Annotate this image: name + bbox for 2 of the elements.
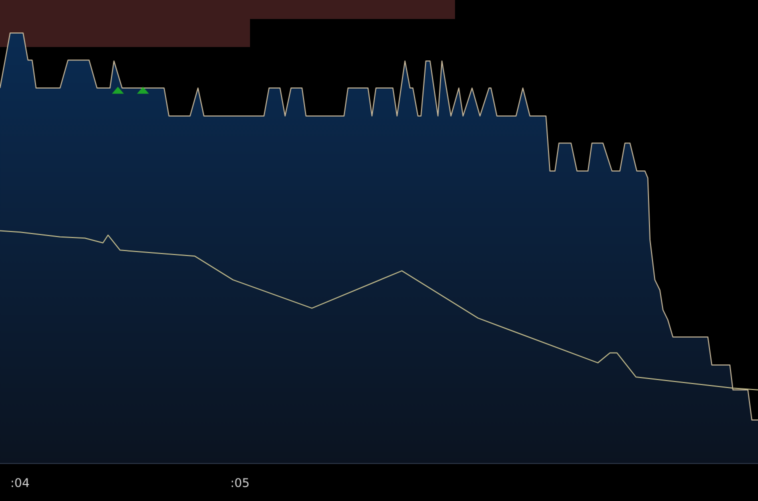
x-tick-label: :04 bbox=[10, 476, 30, 490]
x-tick-label: :05 bbox=[230, 476, 250, 490]
